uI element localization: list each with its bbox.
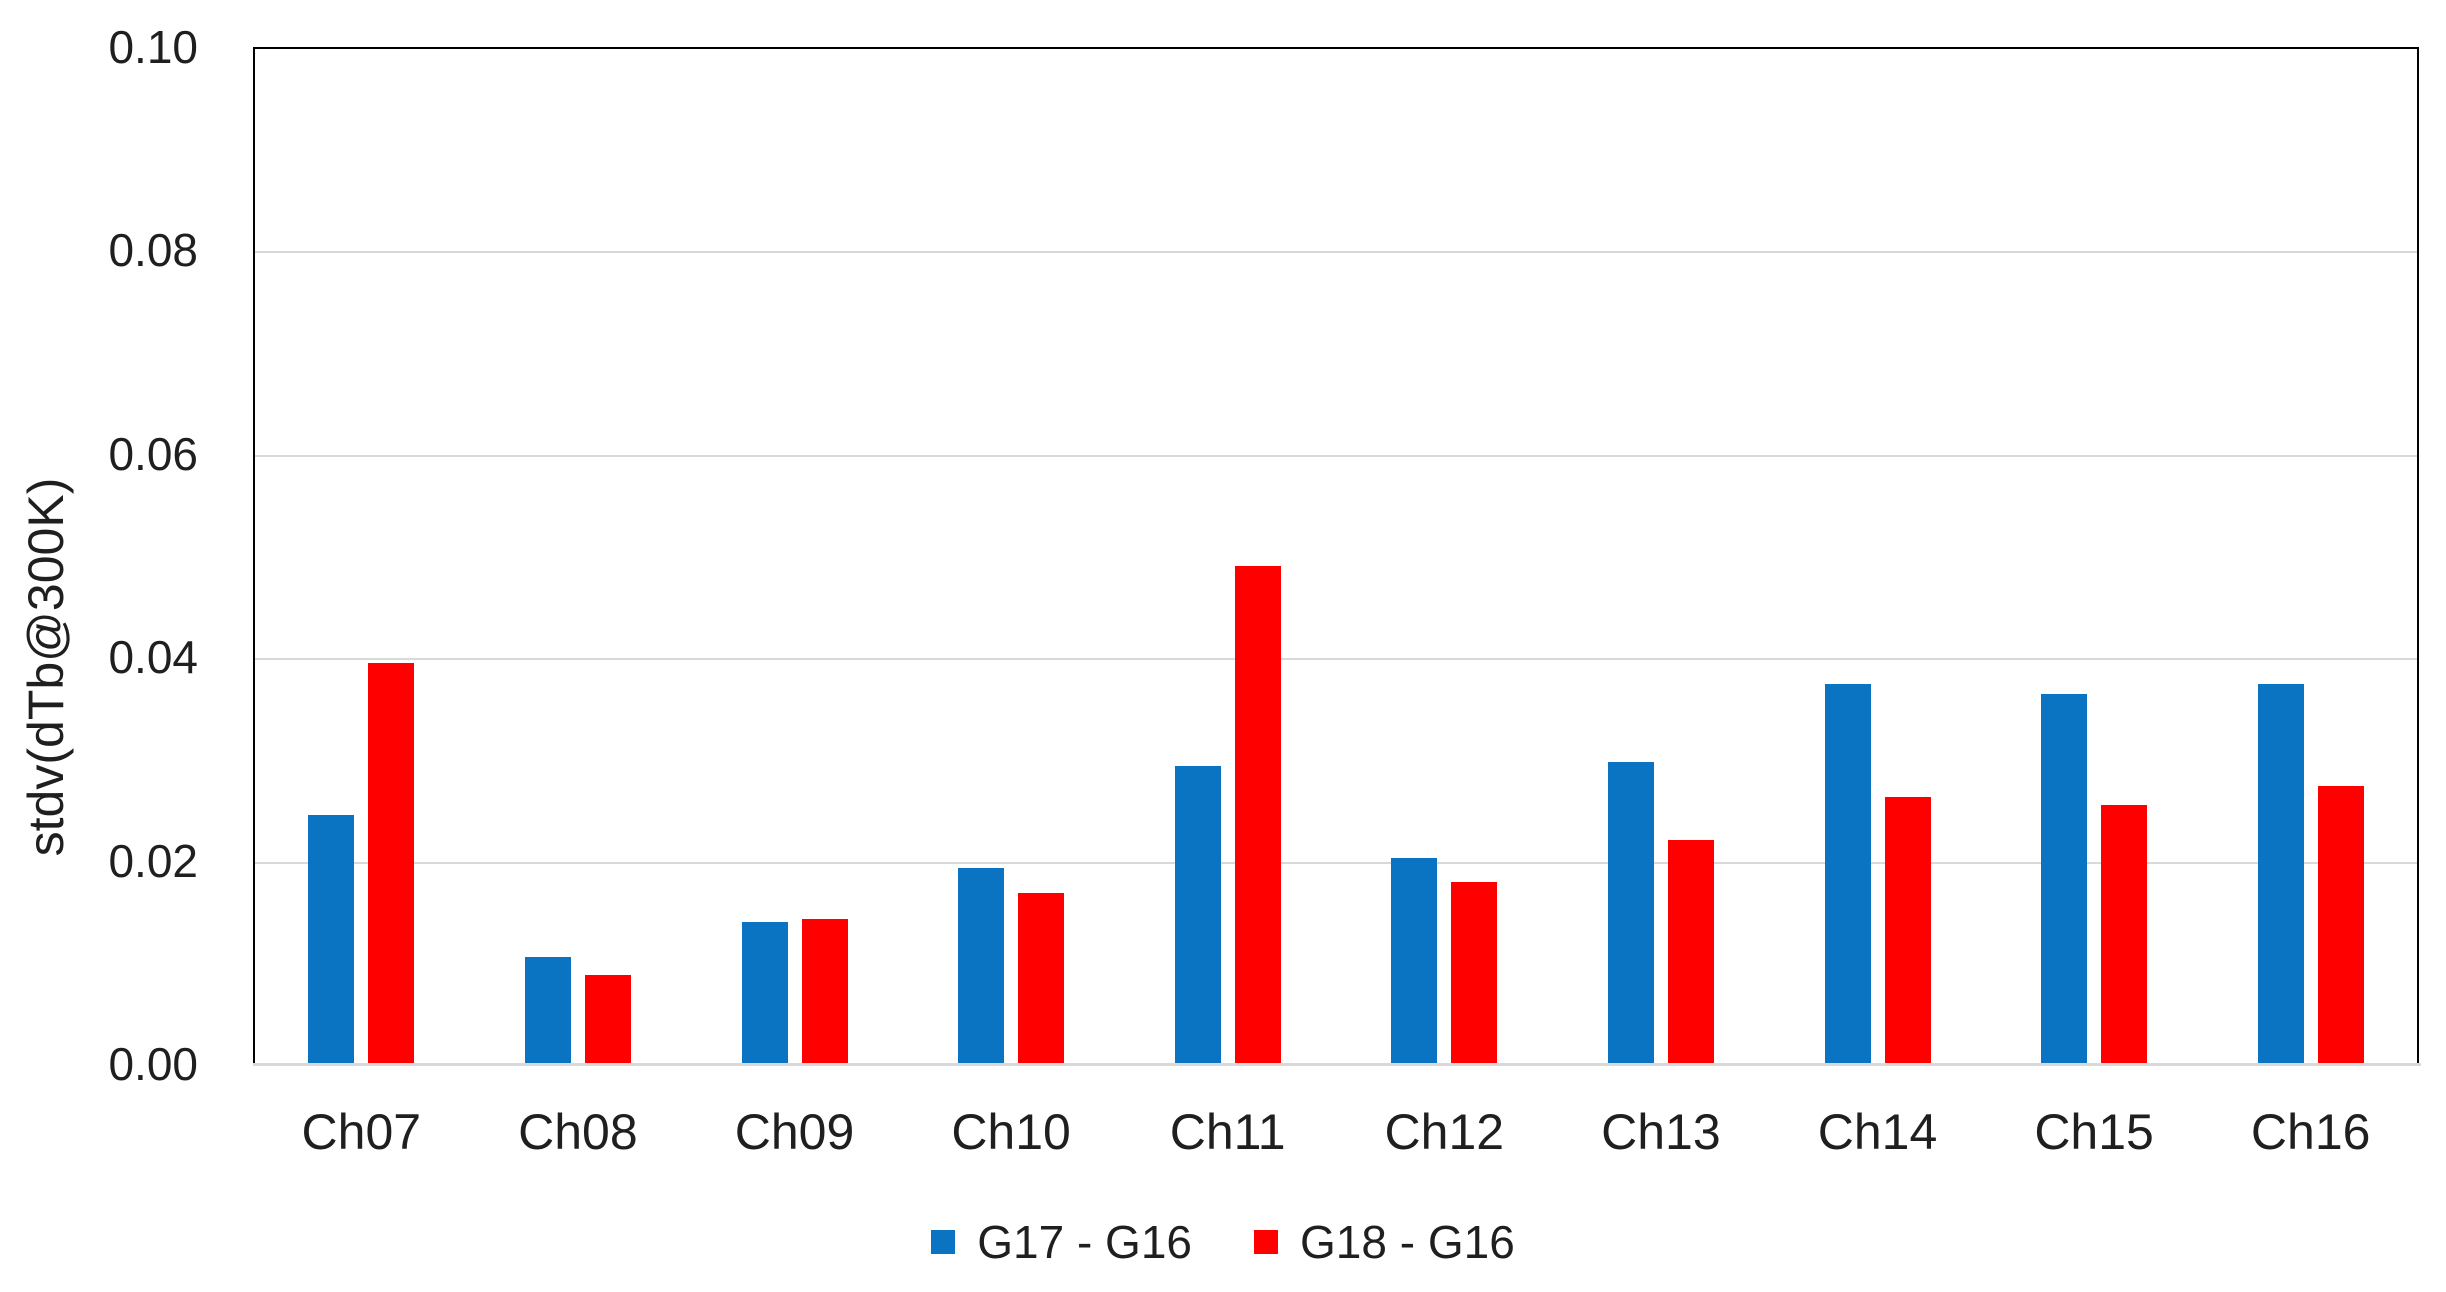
legend-label-g17-g16: G17 - G16	[977, 1216, 1192, 1268]
bar-ch08-g17-g16	[524, 957, 571, 1064]
bar-ch13-g18-g16	[1667, 840, 1714, 1064]
bar-ch08-g18-g16	[584, 974, 631, 1064]
gridline-0.04	[255, 658, 2417, 661]
x-axis-label-ch10: Ch10	[951, 1104, 1071, 1160]
y-tick-label-0.06: 0.06	[108, 427, 198, 480]
legend: G17 - G16 G18 - G16	[0, 1218, 2446, 1266]
gridline-0.02	[255, 861, 2417, 864]
bar-ch12-g18-g16	[1451, 881, 1498, 1064]
x-axis-label-ch14: Ch14	[1817, 1104, 1938, 1160]
bar-ch12-g17-g16	[1391, 857, 1438, 1064]
legend-swatch-g17-g16	[931, 1230, 956, 1254]
gridline-0.06	[255, 454, 2417, 457]
bar-ch11-g17-g16	[1174, 766, 1221, 1064]
bar-ch13-g17-g16	[1607, 761, 1654, 1064]
x-axis-line	[253, 1063, 2421, 1066]
legend-label-g18-g16: G18 - G16	[1300, 1216, 1515, 1268]
bar-ch10-g18-g16	[1018, 893, 1065, 1064]
x-axis-label-ch09: Ch09	[734, 1104, 855, 1160]
bar-ch09-g18-g16	[801, 918, 848, 1064]
x-axis-label-ch11: Ch11	[1169, 1104, 1286, 1160]
x-axis-label-ch15: Ch15	[2034, 1104, 2154, 1160]
y-tick-label-0.10: 0.10	[108, 21, 198, 73]
y-tick-label-0.00: 0.00	[108, 1038, 198, 1090]
x-axis-label-ch12: Ch12	[1384, 1104, 1505, 1160]
bar-ch09-g17-g16	[741, 921, 788, 1064]
bar-ch14-g17-g16	[1824, 683, 1871, 1064]
y-tick-label-0.08: 0.08	[108, 224, 198, 277]
legend-item-g17-g16: G17 - G16	[931, 1218, 1192, 1266]
x-axis-label-ch07: Ch07	[301, 1104, 422, 1160]
bar-ch16-g17-g16	[2257, 683, 2304, 1064]
bar-ch15-g18-g16	[2101, 804, 2148, 1064]
bar-ch16-g18-g16	[2317, 786, 2364, 1064]
y-tick-label-0.04: 0.04	[108, 631, 198, 684]
gridline-0.08	[255, 251, 2417, 254]
y-tick-label-0.02: 0.02	[108, 834, 198, 887]
bar-ch10-g17-g16	[958, 867, 1005, 1064]
x-axis-label-ch08: Ch08	[518, 1104, 638, 1160]
bar-ch07-g17-g16	[308, 814, 355, 1064]
bar-ch11-g18-g16	[1234, 565, 1281, 1064]
legend-item-g18-g16: G18 - G16	[1254, 1218, 1515, 1266]
bar-ch15-g17-g16	[2041, 693, 2088, 1064]
bar-ch14-g18-g16	[1884, 796, 1931, 1064]
x-axis-label-ch16: Ch16	[2250, 1104, 2371, 1160]
bar-ch07-g18-g16	[368, 663, 415, 1064]
plot-area	[253, 47, 2419, 1064]
x-axis-label-ch13: Ch13	[1601, 1104, 1721, 1160]
legend-swatch-g18-g16	[1254, 1230, 1278, 1254]
